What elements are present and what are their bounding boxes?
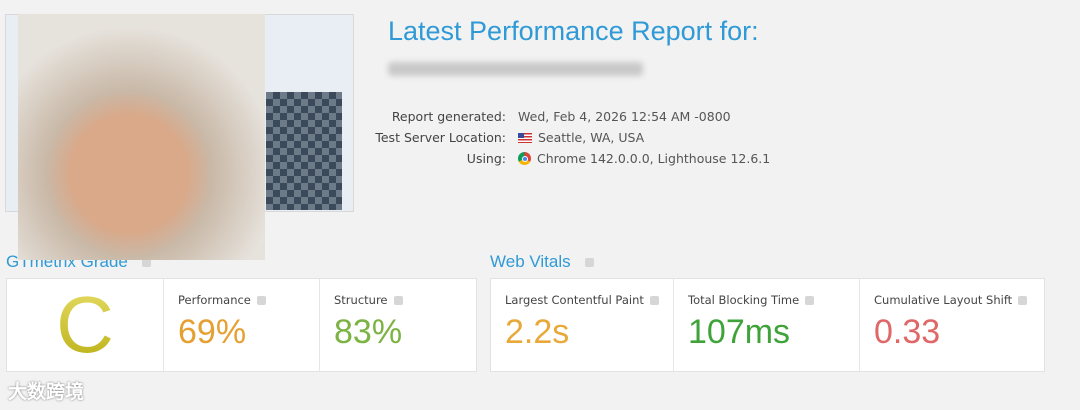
metric-value: 0.33 — [874, 313, 941, 351]
metric-cell: Total Blocking Time 107ms — [673, 279, 859, 371]
flag-icon — [518, 132, 532, 143]
watermark: 大数跨境 — [8, 381, 85, 403]
info-value: Chrome 142.0.0.0, Lighthouse 12.6.1 — [518, 151, 770, 166]
info-label: Test Server Location: — [375, 130, 506, 145]
grade-card: C Performance 69% Structure 83% — [6, 278, 477, 372]
info-text: Chrome 142.0.0.0, Lighthouse 12.6.1 — [537, 151, 771, 166]
vitals-title: Web Vitals — [490, 252, 571, 271]
help-icon[interactable] — [805, 296, 815, 305]
info-label: Report generated: — [391, 109, 506, 124]
overlay-photo — [18, 14, 265, 260]
blurred-url — [388, 62, 643, 76]
metric-cell: Cumulative Layout Shift 0.33 — [859, 279, 1044, 371]
help-icon[interactable] — [584, 257, 594, 267]
grade-letter: C — [7, 279, 163, 371]
metric-name: Cumulative Layout Shift — [874, 293, 1044, 307]
metric-name: Largest Contentful Paint — [505, 293, 673, 307]
info-value: Seattle, WA, USA — [518, 130, 644, 145]
vitals-card: Largest Contentful Paint 2.2s Total Blocki… — [490, 278, 1045, 372]
metric-name: Total Blocking Time — [688, 293, 859, 307]
help-icon[interactable] — [256, 296, 266, 305]
report-title: Latest Performance Report for: — [388, 16, 759, 46]
metric-value: 107ms — [688, 313, 791, 351]
info-value: Wed, Feb 4, 2026 12:54 AM -0800 — [518, 109, 731, 124]
help-icon[interactable] — [393, 296, 403, 305]
metric-cell: Performance 69% — [163, 279, 319, 371]
metric-name: Performance — [178, 293, 319, 307]
help-icon[interactable] — [1018, 296, 1028, 305]
metric-value: 69% — [178, 313, 247, 351]
info-label: Using: — [466, 151, 506, 166]
info-text: Wed, Feb 4, 2026 12:54 AM -0800 — [518, 109, 731, 124]
metric-value: 2.2s — [505, 313, 570, 351]
help-icon[interactable] — [649, 296, 659, 305]
metric-cell: Largest Contentful Paint 2.2s — [491, 279, 673, 371]
vitals-heading: Web Vitals — [490, 252, 594, 272]
help-icon[interactable] — [141, 257, 151, 267]
browser-icon — [518, 152, 531, 165]
info-text: Seattle, WA, USA — [538, 130, 645, 145]
pixelated-image — [266, 92, 342, 210]
metric-cell: Structure 83% — [319, 279, 476, 371]
metric-name: Structure — [334, 293, 476, 307]
metric-value: 83% — [334, 313, 403, 351]
